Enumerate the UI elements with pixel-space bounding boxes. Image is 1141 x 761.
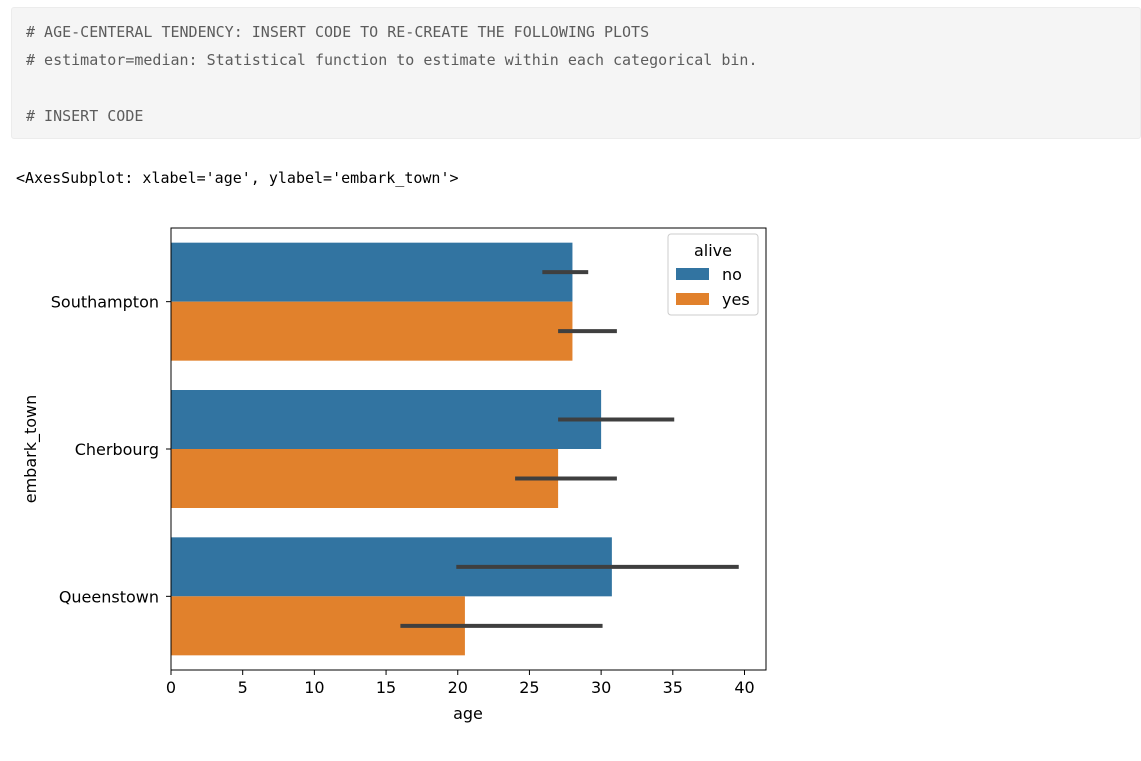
bar-southampton-no [171,242,573,302]
code-comment-line: # INSERT CODE [26,107,144,125]
legend-swatch-no [676,268,709,280]
errorbars-layer [400,270,739,628]
x-tick-label: 15 [376,678,396,697]
code-comment-line: # estimator=median: Statistical function… [26,51,758,69]
x-tick-label: 0 [166,678,176,697]
x-tick-label: 5 [238,678,248,697]
x-tick-label: 20 [448,678,468,697]
x-tick-label: 30 [591,678,611,697]
legend-label-no: no [722,265,742,284]
y-tick-label: Cherbourg [75,440,159,459]
y-axis-label: embark_town [21,395,41,504]
x-tick-label: 40 [734,678,754,697]
x-axis: 0 5 10 15 20 25 30 35 40 [166,670,755,697]
bar-cherbourg-yes [171,449,559,508]
x-tick-label: 35 [663,678,683,697]
x-tick-label: 25 [519,678,539,697]
legend-label-yes: yes [722,290,750,309]
code-cell[interactable]: # AGE-CENTERAL TENDENCY: INSERT CODE TO … [11,7,1141,139]
y-axis: Southampton Cherbourg Queenstown [51,293,171,606]
y-tick-label: Queenstown [59,587,159,606]
legend: alive no yes [667,233,759,316]
legend-swatch-yes [676,293,709,305]
bar-cherbourg-no [171,390,602,449]
code-comment-line: # AGE-CENTERAL TENDENCY: INSERT CODE TO … [26,23,650,41]
cell-output-repr: <AxesSubplot: xlabel='age', ylabel='emba… [16,169,459,187]
x-axis-label: age [453,704,483,723]
bar-southampton-yes [171,301,573,361]
legend-title: alive [694,241,732,260]
y-tick-label: Southampton [51,293,159,312]
x-tick-label: 10 [304,678,324,697]
bars-layer [171,242,612,656]
